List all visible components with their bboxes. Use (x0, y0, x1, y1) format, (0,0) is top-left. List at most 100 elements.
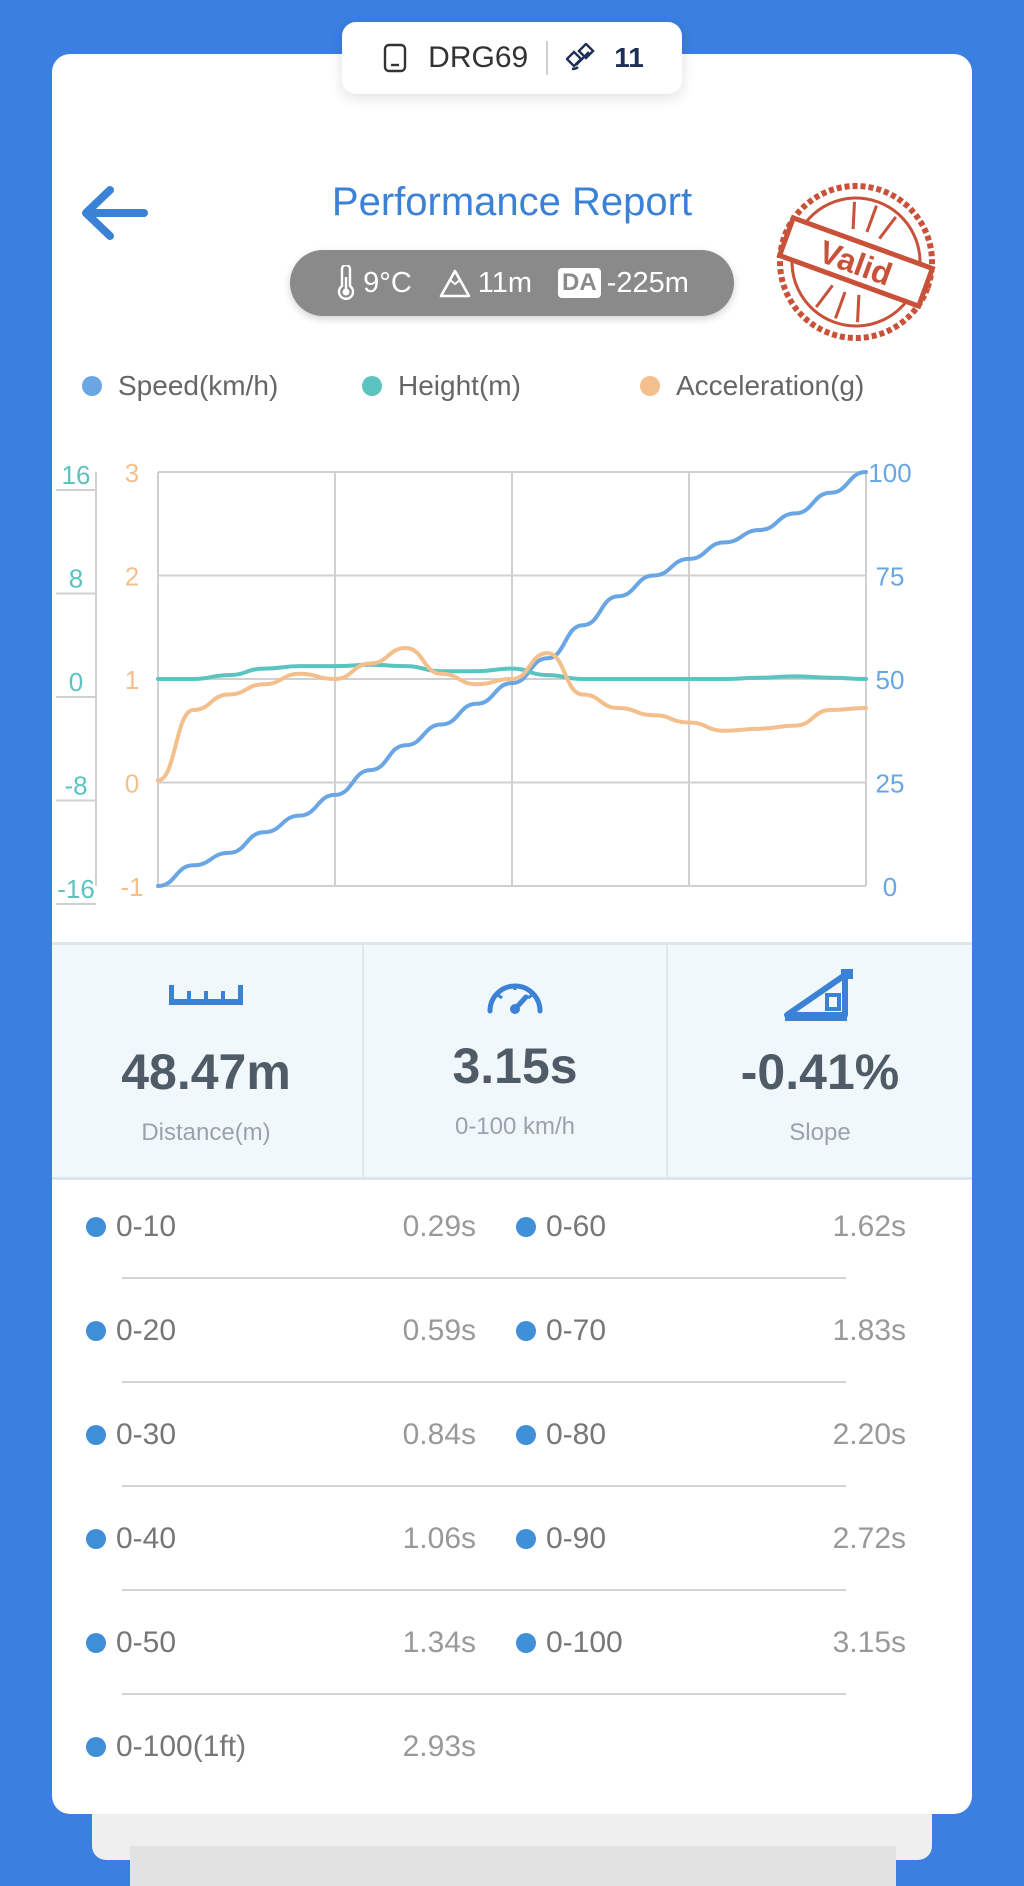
slope-label: Slope (789, 1119, 851, 1146)
satellite-count: 11 (614, 42, 644, 73)
timing-value: 0.59s (402, 1314, 476, 1347)
chart-legend: Speed(km/h) Height(m) Acceleration(g) (52, 370, 972, 410)
timing-value: 1.06s (402, 1522, 476, 1555)
timing-row: 0-40 1.06s 0-90 2.72s (52, 1486, 972, 1591)
timing-row: 0-50 1.34s 0-100 3.15s (52, 1590, 972, 1695)
page-title: Performance Report (331, 180, 693, 224)
speed-tick-label: 50 (876, 665, 905, 695)
density-altitude-item: DA -225m (558, 267, 689, 300)
timing-value: 3.15s (832, 1626, 906, 1659)
conditions-pill: 9°C 11m DA -225m (290, 250, 734, 316)
speedometer-icon (487, 983, 543, 1014)
legend-speed-dot (82, 376, 102, 396)
row-divider (122, 1485, 846, 1487)
distance-label: Distance(m) (141, 1119, 271, 1146)
timing-dot (86, 1737, 106, 1757)
timing-row: 0-100(1ft) 2.93s (52, 1694, 972, 1798)
acceleration-tick-label: 3 (125, 458, 139, 488)
summary-stats: 48.47m Distance(m) 3.15s 0-100 km/h (52, 942, 972, 1180)
timing-value: 1.34s (402, 1626, 476, 1659)
back-arrow-icon[interactable] (76, 178, 156, 248)
row-divider (122, 1277, 846, 1279)
stat-time: 3.15s 0-100 km/h (364, 945, 666, 1177)
timing-item[interactable]: 0-70 1.83s (482, 1278, 972, 1382)
legend-acceleration[interactable]: Acceleration(g) (640, 370, 864, 402)
acceleration-series-line (156, 646, 868, 783)
timing-label: 0-90 (546, 1522, 607, 1555)
timing-value: 0.84s (402, 1418, 476, 1451)
speed-tick-label: 75 (876, 562, 905, 592)
timing-label: 0-80 (546, 1418, 607, 1451)
row-divider (122, 1589, 846, 1591)
temperature-item: 9°C (335, 265, 412, 301)
timing-item[interactable]: 0-10 0.29s (52, 1174, 482, 1278)
report-card: Performance Report 9°C 11m DA -225m (52, 54, 972, 1814)
timing-item[interactable]: 0-100 3.15s (482, 1590, 972, 1694)
height-tick-label: 8 (69, 564, 83, 594)
thermometer-icon (337, 265, 355, 300)
stat-slope: -0.41% Slope (668, 945, 972, 1177)
timing-item[interactable]: 0-40 1.06s (52, 1486, 482, 1590)
timing-label: 0-40 (116, 1522, 177, 1555)
satellite-icon (566, 43, 595, 71)
time-label: 0-100 km/h (454, 1113, 576, 1140)
timing-dot (86, 1425, 106, 1445)
timing-value: 2.20s (832, 1418, 906, 1451)
legend-height-label: Height(m) (398, 370, 521, 401)
speed-series-line (156, 470, 868, 888)
timing-label: 0-70 (546, 1314, 607, 1347)
performance-chart[interactable]: 16 8 0 -8 -16 3 2 1 0 -1 100 75 50 25 0 (52, 54, 972, 914)
legend-speed[interactable]: Speed(km/h) (82, 370, 278, 402)
height-tick-label: -16 (57, 874, 95, 904)
height-tick-label: -8 (64, 771, 87, 801)
timing-item[interactable]: 0-60 1.62s (482, 1174, 972, 1278)
timing-label: 0-50 (116, 1626, 177, 1659)
altitude-item: 11m (438, 267, 532, 300)
timing-label: 0-100 (546, 1626, 623, 1659)
timing-row: 0-10 0.29s 0-60 1.62s (52, 1174, 972, 1279)
timing-value: 2.93s (402, 1730, 476, 1763)
height-tick-label: 16 (62, 460, 91, 490)
timing-dot (86, 1321, 106, 1341)
timing-row: 0-20 0.59s 0-70 1.83s (52, 1278, 972, 1383)
acceleration-tick-label: 1 (125, 665, 139, 695)
legend-acceleration-dot (640, 376, 660, 396)
timing-item[interactable]: 0-90 2.72s (482, 1486, 972, 1590)
timing-dot (86, 1633, 106, 1653)
density-altitude-value: -225m (606, 266, 689, 299)
timing-label: 0-100(1ft) (116, 1730, 247, 1763)
height-tick-label: 0 (69, 667, 83, 697)
mountain-icon (439, 269, 471, 298)
stat-separator (362, 945, 364, 1177)
timing-label: 0-60 (546, 1210, 607, 1243)
temperature-value: 9°C (363, 266, 412, 299)
acceleration-tick-label: -1 (120, 872, 143, 902)
timing-item[interactable]: 0-30 0.84s (52, 1382, 482, 1486)
timing-value: 1.83s (832, 1314, 906, 1347)
altitude-value: 11m (477, 266, 533, 299)
speed-tick-label: 25 (876, 769, 905, 799)
height-series-line (156, 662, 868, 682)
timing-value: 0.29s (402, 1210, 476, 1243)
timing-label: 0-30 (116, 1418, 177, 1451)
slope-icon (784, 969, 853, 1021)
timing-label: 0-20 (116, 1314, 177, 1347)
row-divider (122, 1381, 846, 1383)
device-pill[interactable]: DRG69 11 (342, 22, 682, 94)
timing-dot (516, 1321, 536, 1341)
legend-acceleration-label: Acceleration(g) (676, 370, 865, 401)
timing-item[interactable]: 0-50 1.34s (52, 1590, 482, 1694)
slope-value: -0.41% (740, 1044, 900, 1100)
timing-label: 0-10 (116, 1210, 177, 1243)
legend-height[interactable]: Height(m) (362, 370, 521, 402)
da-badge: DA (558, 268, 601, 298)
timing-item[interactable]: 0-20 0.59s (52, 1278, 482, 1382)
timing-dot (516, 1529, 536, 1549)
timing-item[interactable]: 0-100(1ft) 2.93s (52, 1694, 482, 1798)
split-timings: 0-10 0.29s 0-60 1.62s 0-20 0.59s 0-70 1.… (52, 1174, 972, 1814)
timing-dot (516, 1425, 536, 1445)
timing-item[interactable]: 0-80 2.20s (482, 1382, 972, 1486)
legend-speed-label: Speed(km/h) (118, 370, 279, 401)
acceleration-tick-label: 2 (125, 562, 139, 592)
timing-dot (86, 1217, 106, 1237)
